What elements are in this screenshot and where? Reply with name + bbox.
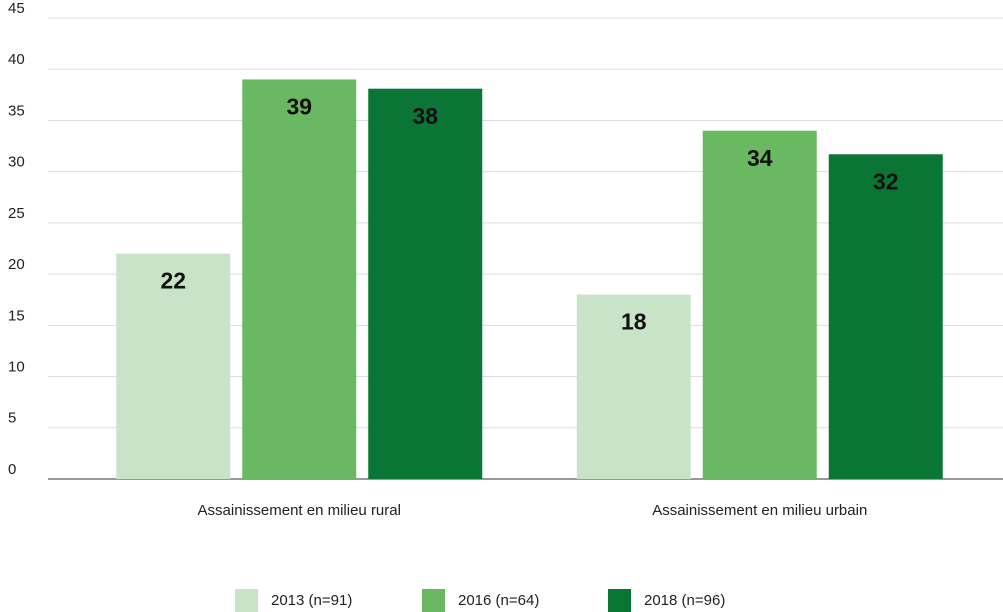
data-label: 38 (412, 103, 438, 129)
y-tick-label: 20 (8, 256, 25, 273)
bar (576, 294, 691, 479)
data-label: 32 (873, 168, 899, 194)
legend-swatch (608, 589, 631, 612)
legend-label: 2016 (n=64) (458, 592, 539, 609)
bar (116, 253, 231, 479)
y-tick-label: 0 (8, 461, 16, 478)
y-tick-label: 25 (8, 205, 25, 222)
data-label: 39 (286, 94, 312, 120)
y-tick-label: 45 (8, 0, 25, 17)
data-label: 18 (621, 309, 647, 335)
x-tick-label: Assainissement en milieu rural (198, 502, 401, 519)
y-tick-label: 30 (8, 154, 25, 171)
bar (828, 154, 943, 480)
bar (368, 88, 483, 479)
x-tick-label: Assainissement en milieu urbain (652, 502, 867, 519)
data-label: 34 (747, 145, 773, 171)
y-tick-label: 40 (8, 51, 25, 68)
bar (702, 130, 817, 479)
data-label: 22 (160, 268, 186, 294)
legend-label: 2013 (n=91) (271, 592, 352, 609)
y-tick-label: 15 (8, 307, 25, 324)
legend-swatch (422, 589, 445, 612)
legend-label: 2018 (n=96) (644, 592, 725, 609)
y-tick-label: 35 (8, 102, 25, 119)
bar (242, 79, 357, 479)
legend-swatch (235, 589, 258, 612)
y-tick-label: 5 (8, 410, 16, 427)
y-tick-label: 10 (8, 359, 25, 376)
